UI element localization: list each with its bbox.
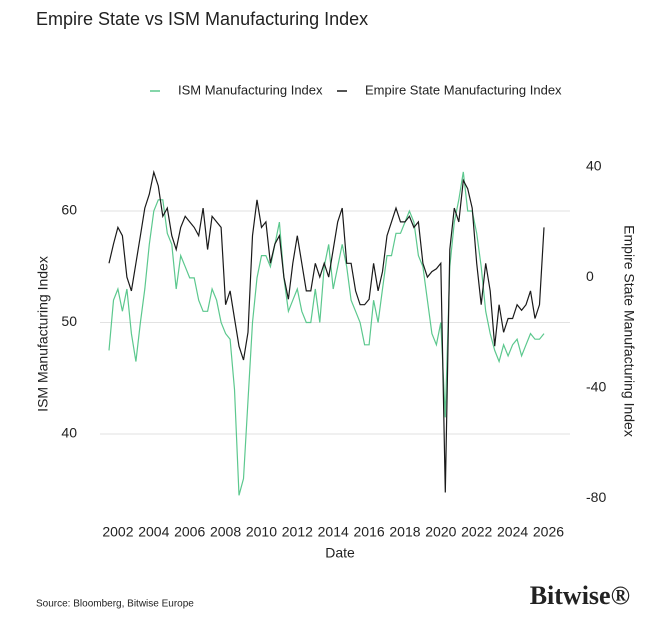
chart-title: Empire State vs ISM Manufacturing Index — [36, 9, 368, 29]
x-tick-label: 2006 — [174, 524, 205, 540]
x-axis-label: Date — [325, 545, 355, 561]
y-tick-label: 60 — [61, 202, 77, 218]
y2-tick-label: -80 — [586, 489, 606, 505]
y2-tick-label: 0 — [586, 268, 594, 284]
y2-tick-label: 40 — [586, 157, 602, 173]
x-tick-label: 2022 — [461, 524, 492, 540]
x-tick-label: 2016 — [354, 524, 385, 540]
data-line — [108, 171, 545, 496]
y-axis-label: ISM Manufacturing Index — [35, 256, 51, 412]
legend-label: Empire State Manufacturing Index — [365, 82, 562, 97]
x-tick-label: 2002 — [102, 524, 133, 540]
y2-axis-label: Empire State Manufacturing Index — [621, 225, 637, 437]
y2-tick-label: -40 — [586, 378, 606, 394]
source: Source: Bloomberg, Bitwise Europe — [36, 599, 194, 610]
x-tick-label: 2004 — [138, 524, 169, 540]
x-tick-label: 2024 — [497, 524, 528, 540]
x-tick-label: 2010 — [246, 524, 277, 540]
x-tick-label: 2012 — [282, 524, 313, 540]
data-line — [108, 169, 545, 493]
y-tick-label: 50 — [61, 313, 77, 329]
x-tick-label: 2026 — [533, 524, 564, 540]
logo: Bitwise® — [530, 581, 630, 610]
legend-label: ISM Manufacturing Index — [178, 82, 323, 97]
x-tick-label: 2008 — [210, 524, 241, 540]
x-tick-label: 2020 — [425, 524, 456, 540]
x-tick-label: 2018 — [389, 524, 420, 540]
x-tick-label: 2014 — [318, 524, 349, 540]
y-tick-label: 40 — [61, 425, 77, 441]
